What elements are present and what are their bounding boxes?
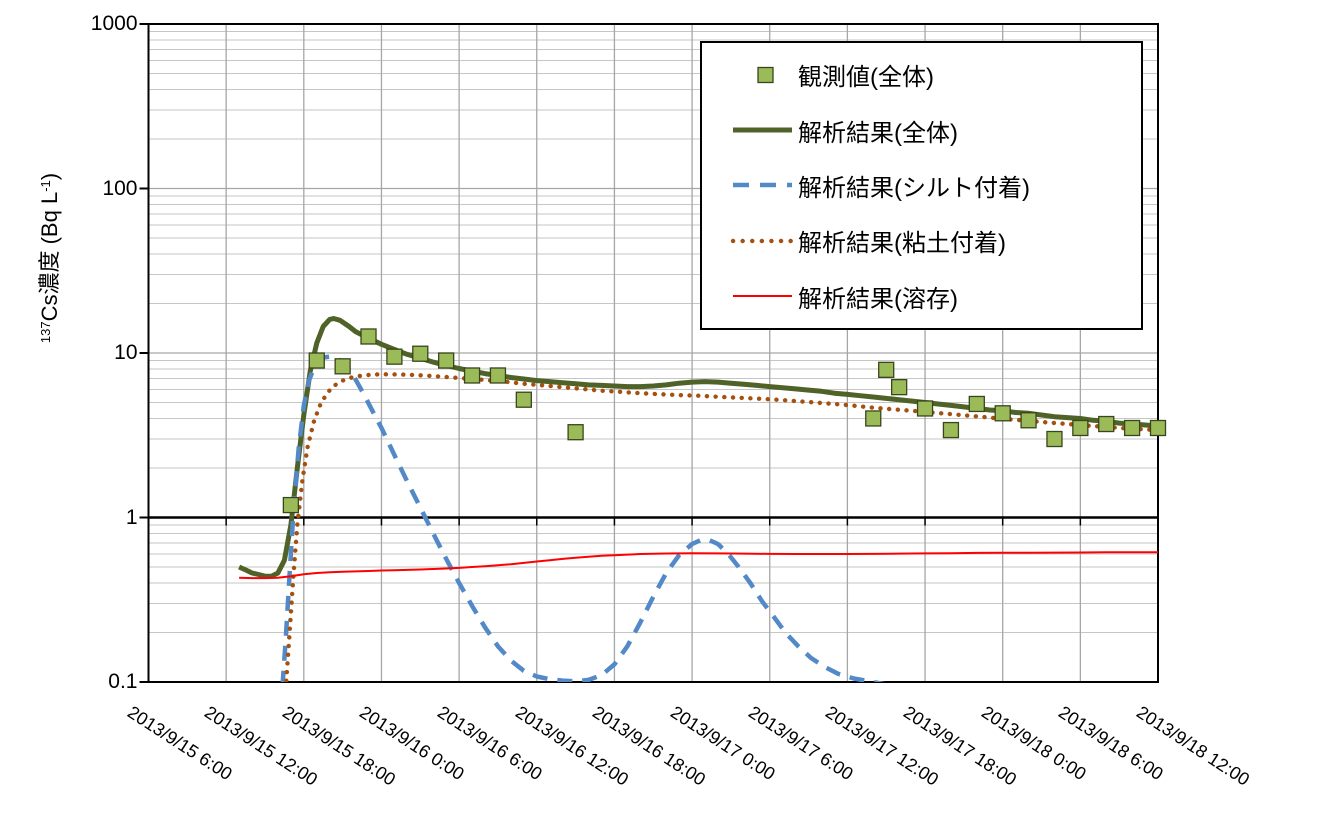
legend-item-observed: 観測値(全体) [728, 57, 1137, 92]
observed-point-marker [1098, 415, 1115, 433]
legend-item-total: 解析結果(全体) [728, 113, 1137, 148]
legend-label-silt: 解析結果(シルト付着) [798, 174, 1030, 202]
legend-label-total: 解析結果(全体) [798, 119, 958, 147]
legend: 観測値(全体) 解析結果(全体) 解析結果(シルト付着) 解析結果(粘土付着) … [700, 41, 1143, 330]
observed-point-marker [1149, 419, 1167, 437]
y-tick-label: 1000 [90, 12, 138, 35]
observed-point-marker [463, 367, 481, 384]
y-axis-title-main: Cs濃度 (Bq L [37, 191, 62, 322]
legend-label-dissolved: 解析結果(溶存) [798, 285, 958, 313]
observed-point-marker [968, 395, 985, 413]
legend-marker-silt-dashed-line [733, 183, 792, 188]
y-tick-label: 1 [125, 505, 138, 529]
observed-point-marker [386, 348, 403, 365]
observed-point-marker [942, 421, 960, 439]
series-line-4 [239, 551, 1158, 580]
observed-point-marker [334, 358, 351, 375]
observed-point-marker [567, 424, 584, 441]
observed-point-marker [412, 345, 429, 362]
y-axis-major-ticks [139, 23, 149, 683]
observed-point-marker [515, 391, 532, 408]
legend-label-clay: 解析結果(粘土付着) [798, 230, 1006, 258]
observed-point-marker [282, 496, 300, 514]
observed-point-marker [1072, 419, 1089, 437]
observed-point-marker [1046, 430, 1063, 448]
y-axis-title: 137Cs濃度 (Bq L-1) [30, 58, 62, 458]
legend-item-silt: 解析結果(シルト付着) [728, 168, 1137, 203]
legend-marker-dissolved-line [733, 295, 792, 298]
series-line-2 [280, 354, 886, 682]
y-axis-title-superscript-prefix: 137 [38, 321, 53, 344]
y-tick-label: 100 [102, 176, 138, 200]
series-line-1 [238, 316, 1158, 579]
observed-point-marker [878, 361, 895, 378]
observed-point-marker [994, 405, 1011, 422]
legend-marker-clay-dotted-line [730, 238, 794, 244]
y-tick-label: 0.1 [108, 670, 138, 693]
y-tick-label: 10 [114, 341, 138, 364]
observed-data-points [282, 328, 1167, 514]
legend-marker-observed-square [757, 66, 774, 83]
series-line-3 [284, 372, 1158, 682]
observed-point-marker [916, 400, 934, 417]
observed-point-marker [489, 367, 507, 384]
category-axis-line [147, 516, 1159, 526]
observed-point-marker [1123, 419, 1141, 437]
legend-label-observed: 観測値(全体) [798, 64, 934, 92]
observed-point-marker [1020, 412, 1037, 429]
legend-item-clay: 解析結果(粘土付着) [728, 223, 1137, 258]
observed-point-marker [360, 328, 377, 345]
observed-point-marker [438, 352, 455, 369]
legend-marker-total-line [733, 127, 792, 133]
legend-item-dissolved: 解析結果(溶存) [728, 279, 1137, 314]
observed-point-marker [891, 379, 908, 396]
observed-point-marker [865, 410, 882, 427]
observed-point-marker [308, 352, 325, 369]
